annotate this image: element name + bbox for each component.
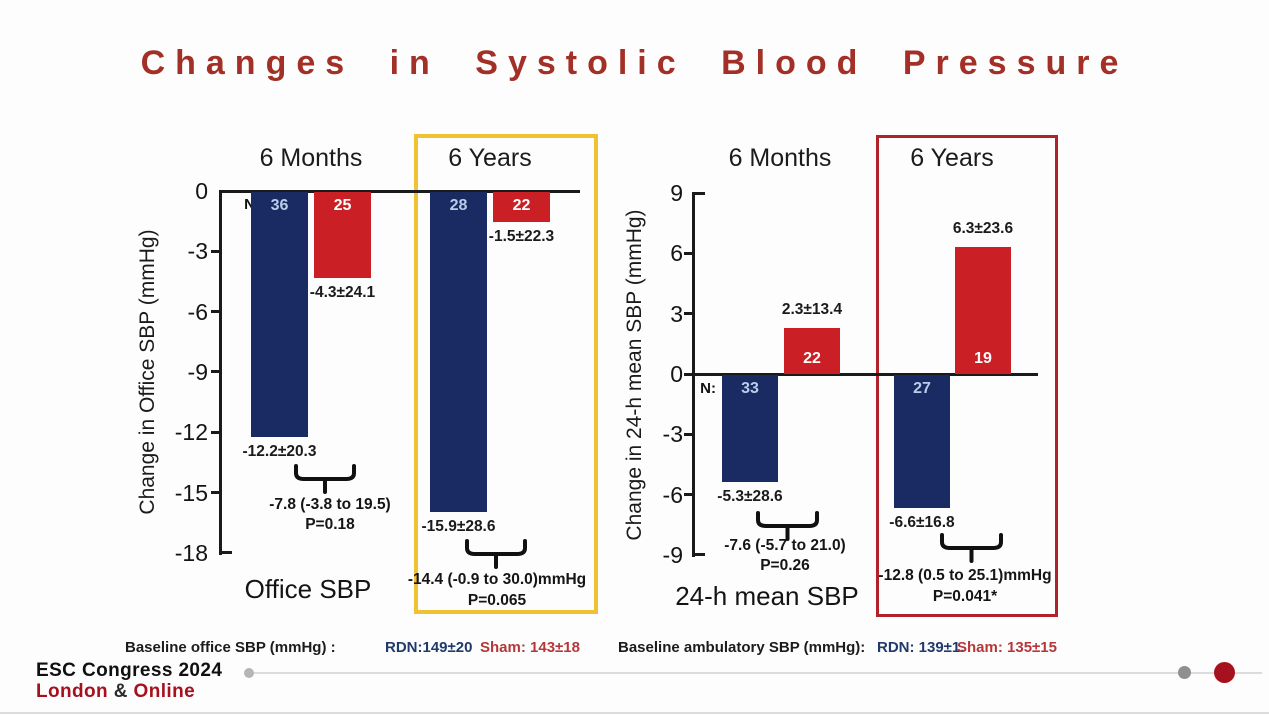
office-sbp-bar-value-label: -15.9±28.6: [421, 517, 496, 535]
24h-mean-sbp-bar-n-label: 19: [974, 350, 992, 367]
24h-mean-sbp-bar-sham: [955, 247, 1011, 374]
office-sbp-y-tick-label: 0: [195, 178, 208, 204]
office-sbp-bar-sham: [493, 192, 550, 223]
24h-mean-sbp-bar-rdn: [894, 375, 950, 508]
baseline-ambulatory-sham-value: Sham: 135±15: [957, 639, 1057, 656]
baseline-office-rdn-value: RDN:149±20: [385, 639, 473, 656]
bottom-divider: [0, 712, 1269, 714]
office-sbp-comparison-difference: -14.4 (-0.9 to 30.0)mmHg: [407, 571, 587, 588]
24h-mean-sbp-bar-value-label: 6.3±23.6: [952, 220, 1014, 238]
office-sbp-y-axis: [219, 191, 222, 555]
24h-mean-sbp-y-axis-title: Change in 24-h mean SBP (mmHg): [623, 209, 646, 541]
slide-title: Changes in Systolic Blood Pressure: [140, 44, 1129, 82]
24h-mean-sbp-axis-cap: [692, 553, 705, 557]
24h-mean-sbp-group-header: 6 Months: [728, 144, 832, 172]
office-sbp-comparison-p-value: P=0.18: [305, 516, 355, 533]
progress-track[interactable]: [250, 672, 1262, 674]
office-sbp-bar-sham: [314, 192, 371, 279]
office-sbp-zero-line: [219, 189, 580, 193]
24h-mean-sbp-axis-tick: [684, 372, 693, 376]
office-sbp-axis-tick: [211, 491, 220, 495]
24h-mean-sbp-zero-line: [692, 372, 1038, 376]
office-sbp-y-tick-label: -18: [174, 539, 208, 566]
24h-mean-sbp-comparison-bracket: [756, 511, 819, 541]
24h-mean-sbp-y-tick-label: 3: [670, 300, 683, 327]
office-sbp-y-tick-label: -6: [187, 298, 208, 325]
24h-mean-sbp-axis-tick: [684, 251, 693, 255]
24h-mean-sbp-y-tick-label: -6: [662, 481, 683, 508]
24h-mean-sbp-y-tick-label: 9: [670, 180, 683, 206]
office-sbp-bar-value-label: -12.2±20.3: [242, 443, 317, 461]
office-sbp-axis-tick: [211, 310, 220, 314]
baseline-ambulatory-rdn-value: RDN: 139±1.: [877, 639, 965, 656]
24h-mean-sbp-comparison-p-value: P=0.26: [760, 557, 810, 574]
office-sbp-axis-tick: [211, 249, 220, 253]
office-sbp-bar-n-label: 28: [449, 197, 468, 214]
24h-mean-sbp-bar-n-label: 33: [741, 380, 759, 397]
office-sbp-group-header: 6 Years: [448, 144, 532, 172]
congress-location: London & Online: [36, 681, 195, 703]
office-sbp-y-axis-title: Change in Office SBP (mmHg): [136, 229, 159, 515]
24h-mean-sbp-bar-n-label: 22: [803, 350, 821, 367]
office-sbp-y-tick-label: -15: [174, 479, 208, 506]
office-sbp-axis-cap: [219, 551, 232, 555]
24h-mean-sbp-axis-tick: [684, 312, 693, 316]
office-sbp-highlight-box: [414, 134, 598, 614]
progress-gray-dot[interactable]: [1178, 666, 1191, 679]
congress-ampersand: &: [113, 681, 128, 702]
office-sbp-x-axis-title: Office SBP: [244, 574, 372, 604]
office-sbp-bar-rdn: [251, 192, 308, 438]
24h-mean-sbp-y-tick-label: -9: [662, 541, 683, 568]
office-sbp-y-tick-label: -12: [174, 419, 208, 446]
congress-mode: Online: [133, 681, 196, 702]
office-sbp-bar-n-label: 36: [270, 197, 289, 214]
24h-mean-sbp-bar-n-label: 27: [913, 380, 931, 397]
office-sbp-bar-n-label: 22: [512, 197, 531, 214]
24h-mean-sbp-comparison-difference: -12.8 (0.5 to 25.1)mmHg: [878, 567, 1052, 584]
24h-mean-sbp-axis-cap: [692, 191, 705, 195]
24h-mean-sbp-y-tick-label: 6: [670, 240, 683, 267]
24h-mean-sbp-group-header: 6 Years: [910, 144, 994, 172]
24h-mean-sbp-x-axis-title: 24-h mean SBP: [675, 581, 859, 611]
office-sbp-bar-rdn: [430, 192, 487, 512]
progress-start-dot[interactable]: [244, 668, 254, 678]
office-sbp-y-tick-label: -9: [187, 358, 208, 385]
office-sbp-group-header: 6 Months: [259, 144, 363, 172]
24h-mean-sbp-comparison-difference: -7.6 (-5.7 to 21.0): [724, 537, 846, 554]
24h-mean-sbp-bar-value-label: -6.6±16.8: [889, 513, 955, 531]
24h-mean-sbp-y-tick-label: 0: [670, 361, 683, 387]
office-sbp-bar-n-label: 25: [333, 197, 352, 214]
office-sbp-comparison-bracket: [294, 464, 356, 494]
24h-mean-sbp-comparison-p-value: P=0.041*: [932, 588, 998, 605]
24h-mean-sbp-bar-value-label: -5.3±28.6: [717, 487, 783, 505]
office-sbp-comparison-bracket: [465, 539, 527, 569]
24h-mean-sbp-bar-value-label: 2.3±13.4: [781, 300, 843, 318]
24h-mean-sbp-bar-rdn: [722, 375, 778, 482]
congress-city: London: [36, 681, 109, 702]
congress-title: ESC Congress 2024: [36, 660, 223, 681]
office-sbp-axis-tick: [211, 370, 220, 374]
baseline-office-label: Baseline office SBP (mmHg) :: [125, 639, 336, 656]
baseline-office-sham-value: Sham: 143±18: [480, 639, 580, 656]
24h-mean-sbp-bar-sham: [784, 327, 840, 374]
24h-mean-sbp-axis-tick: [684, 432, 693, 436]
office-sbp-bar-value-label: -1.5±22.3: [488, 228, 555, 246]
baseline-ambulatory-label: Baseline ambulatory SBP (mmHg):: [618, 639, 866, 656]
office-sbp-comparison-difference: -7.8 (-3.8 to 19.5): [269, 496, 391, 513]
office-sbp-y-tick-label: -3: [187, 238, 208, 265]
24h-mean-sbp-highlight-box: [876, 135, 1058, 617]
office-sbp-comparison-p-value: P=0.065: [467, 592, 527, 609]
progress-red-dot[interactable]: [1214, 662, 1235, 683]
office-sbp-bar-value-label: -4.3±24.1: [309, 284, 376, 302]
24h-mean-sbp-axis-tick: [684, 493, 693, 497]
24h-mean-sbp-comparison-bracket: [940, 533, 1003, 563]
24h-mean-sbp-n-prefix-label: N:: [700, 380, 716, 397]
24h-mean-sbp-y-tick-label: -3: [662, 421, 683, 448]
office-sbp-axis-tick: [211, 430, 220, 434]
